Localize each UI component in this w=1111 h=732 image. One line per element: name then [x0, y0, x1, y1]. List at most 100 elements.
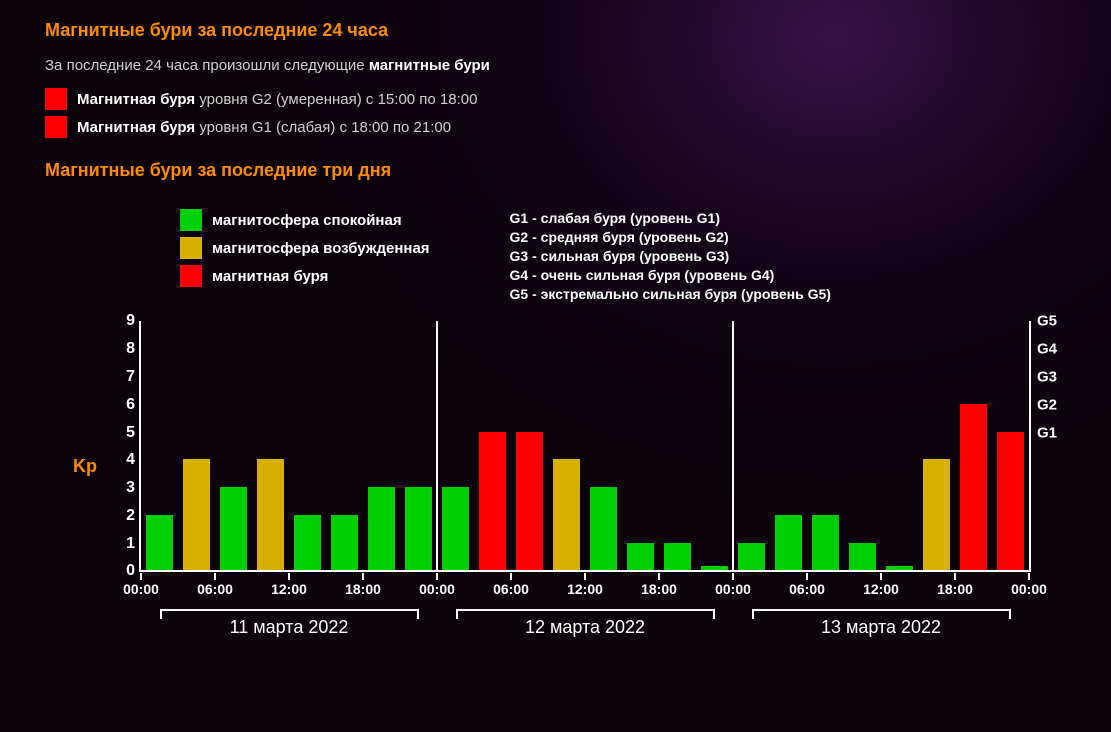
- legend-swatch: [180, 237, 202, 259]
- kp-bar: [590, 487, 617, 570]
- legend-item: магнитосфера возбужденная: [180, 237, 430, 259]
- date-labels: 11 марта 2022 12 марта 2022 13 марта 2022: [141, 609, 1029, 649]
- g-axis-line: [1029, 321, 1031, 571]
- kp-bar: [553, 459, 580, 570]
- kp-bar: [738, 543, 765, 571]
- date-label: 11 марта 2022: [230, 617, 349, 638]
- g-scale-description: G2 - средняя буря (уровень G2): [510, 228, 831, 247]
- page-root: Магнитные бури за последние 24 часа За п…: [0, 0, 1111, 681]
- kp-bar: [516, 432, 543, 571]
- y-tick-label: 3: [126, 479, 135, 497]
- x-tick-label: 00:00: [1011, 581, 1047, 597]
- legend-left: магнитосфера спокойная магнитосфера возбу…: [180, 209, 430, 303]
- legend-item: магнитная буря: [180, 265, 430, 287]
- storm-list: Магнитная буря уровня G2 (умеренная) с 1…: [45, 88, 1066, 138]
- x-tick-mark: [140, 573, 142, 580]
- x-tick-label: 00:00: [715, 581, 751, 597]
- bars-layer: [141, 321, 1029, 571]
- storm-label: Магнитная буря уровня G1 (слабая) с 18:0…: [77, 119, 451, 136]
- kp-bar: [220, 487, 247, 570]
- x-tick-label: 12:00: [567, 581, 603, 597]
- kp-bar: [294, 515, 321, 571]
- g-tick-label: G4: [1037, 341, 1057, 358]
- x-tick-label: 06:00: [789, 581, 825, 597]
- x-tick-label: 12:00: [863, 581, 899, 597]
- g-axis: G1G2G3G4G5: [1031, 321, 1065, 571]
- chart-container: магнитосфера спокойная магнитосфера возбу…: [65, 209, 1066, 661]
- x-tick-mark: [880, 573, 882, 580]
- kp-bar: [997, 432, 1024, 571]
- x-tick-mark: [362, 573, 364, 580]
- storm-row: Магнитная буря уровня G2 (умеренная) с 1…: [45, 88, 1066, 110]
- kp-bar: [664, 543, 691, 571]
- x-tick-label: 00:00: [419, 581, 455, 597]
- storm-row: Магнитная буря уровня G1 (слабая) с 18:0…: [45, 116, 1066, 138]
- y-tick-label: 0: [126, 562, 135, 580]
- day-separator: [732, 321, 734, 571]
- kp-bar: [257, 459, 284, 570]
- x-tick-mark: [288, 573, 290, 580]
- kp-bar: [775, 515, 802, 571]
- kp-bar: [479, 432, 506, 571]
- x-tick-label: 18:00: [345, 581, 381, 597]
- kp-bar: [960, 404, 987, 571]
- x-tick-mark: [954, 573, 956, 580]
- y-tick-label: 2: [126, 507, 135, 525]
- g-scale-description: G3 - сильная буря (уровень G3): [510, 247, 831, 266]
- g-scale-description: G4 - очень сильная буря (уровень G4): [510, 266, 831, 285]
- date-segment: 11 марта 2022: [160, 609, 419, 643]
- x-tick-label: 06:00: [197, 581, 233, 597]
- legend-swatch: [180, 265, 202, 287]
- x-tick-mark: [732, 573, 734, 580]
- kp-bar: [368, 487, 395, 570]
- g-tick-label: G3: [1037, 369, 1057, 386]
- kp-bar: [812, 515, 839, 571]
- x-tick-label: 00:00: [123, 581, 159, 597]
- legend-item: магнитосфера спокойная: [180, 209, 430, 231]
- storm-severity-swatch: [45, 88, 67, 110]
- y-tick-label: 8: [126, 340, 135, 358]
- kp-bar: [442, 487, 469, 570]
- x-tick-mark: [214, 573, 216, 580]
- kp-bar: [627, 543, 654, 571]
- g-tick-label: G5: [1037, 313, 1057, 330]
- y-tick-label: 9: [126, 312, 135, 330]
- kp-bar: [886, 566, 913, 570]
- storm-label: Магнитная буря уровня G2 (умеренная) с 1…: [77, 91, 477, 108]
- legend-swatch: [180, 209, 202, 231]
- legend-text: магнитосфера возбужденная: [212, 240, 430, 257]
- plot-area: Kp 0123456789 G1G2G3G4G5 00:0006:0012:00…: [65, 321, 1065, 661]
- g-tick-label: G1: [1037, 424, 1057, 441]
- x-tick-mark: [806, 573, 808, 580]
- x-tick-mark: [510, 573, 512, 580]
- kp-bar: [331, 515, 358, 571]
- x-tick-label: 06:00: [493, 581, 529, 597]
- date-label: 13 марта 2022: [821, 617, 941, 638]
- date-segment: 12 марта 2022: [456, 609, 715, 643]
- x-tick-label: 12:00: [271, 581, 307, 597]
- day-separator: [436, 321, 438, 571]
- kp-bar: [849, 543, 876, 571]
- kp-bar: [923, 459, 950, 570]
- legend-text: магнитная буря: [212, 268, 328, 285]
- x-ticks: 00:00 06:00 12:00 18:00 00:00 06:00 12:00 18:00…: [141, 573, 1029, 603]
- x-tick-label: 18:00: [641, 581, 677, 597]
- intro-prefix: За последние 24 часа произошли следующие: [45, 57, 369, 74]
- date-segment: 13 марта 2022: [752, 609, 1011, 643]
- heading-3d: Магнитные бури за последние три дня: [45, 160, 1066, 181]
- legend-text: магнитосфера спокойная: [212, 212, 402, 229]
- x-tick-label: 18:00: [937, 581, 973, 597]
- storm-severity-swatch: [45, 116, 67, 138]
- kp-bar: [701, 566, 728, 570]
- y-tick-label: 1: [126, 535, 135, 553]
- g-scale-description: G5 - экстремально сильная буря (уровень …: [510, 285, 831, 304]
- g-scale-description: G1 - слабая буря (уровень G1): [510, 209, 831, 228]
- kp-bar: [405, 487, 432, 570]
- heading-24h: Магнитные бури за последние 24 часа: [45, 20, 1066, 41]
- legend-row: магнитосфера спокойная магнитосфера возбу…: [65, 209, 1066, 303]
- intro-text: За последние 24 часа произошли следующие…: [45, 57, 1066, 74]
- kp-bar: [183, 459, 210, 570]
- y-tick-label: 7: [126, 368, 135, 386]
- x-tick-mark: [584, 573, 586, 580]
- date-label: 12 марта 2022: [525, 617, 645, 638]
